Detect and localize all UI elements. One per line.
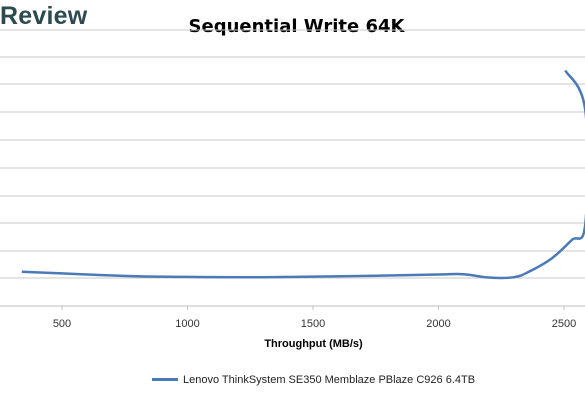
x-tick-label: 2000 xyxy=(426,318,450,330)
gridlines xyxy=(0,29,585,279)
logo: Review xyxy=(0,2,88,30)
x-tick-label: 500 xyxy=(53,318,71,330)
series-line xyxy=(21,69,585,280)
x-axis-ticks: 500 1000 1500 2000 2500 xyxy=(53,306,576,330)
x-tick-label: 1000 xyxy=(175,318,199,330)
legend: Lenovo ThinkSystem SE350 Memblaze PBlaze… xyxy=(0,374,585,386)
x-tick-label: 1500 xyxy=(301,318,325,330)
x-tick-label: 2500 xyxy=(552,318,576,330)
x-axis-label: Throughput (MB/s) xyxy=(264,338,363,350)
chart-title: Sequential Write 64K xyxy=(188,16,405,37)
legend-label: Lenovo ThinkSystem SE350 Memblaze PBlaze… xyxy=(182,374,476,386)
legend-swatch xyxy=(151,377,178,381)
series-layer xyxy=(21,69,585,280)
